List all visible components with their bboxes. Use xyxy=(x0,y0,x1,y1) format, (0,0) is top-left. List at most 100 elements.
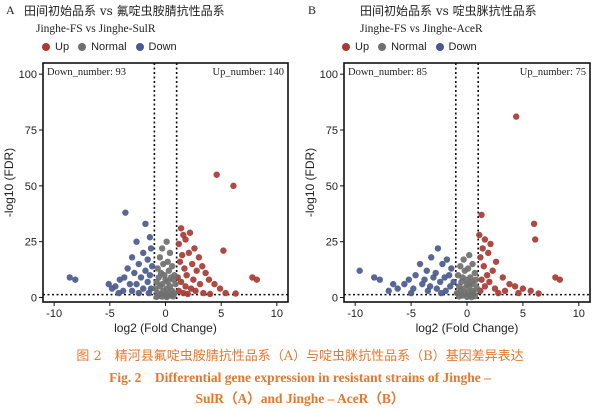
up-number-label: Up_number: 75 xyxy=(520,67,586,78)
point-up xyxy=(492,258,500,265)
point-normal xyxy=(160,260,167,268)
legend-label-down: Down xyxy=(148,41,177,53)
point-up xyxy=(253,276,261,283)
point-up xyxy=(206,290,214,298)
point-down xyxy=(144,278,151,286)
point-down xyxy=(401,280,408,288)
x-tick-label: -5 xyxy=(105,308,115,320)
point-up xyxy=(230,182,237,190)
panel-label-a: A xyxy=(6,3,15,17)
x-tick-label: 10 xyxy=(271,308,283,320)
legend-item-normal: Normal xyxy=(78,41,127,53)
point-down xyxy=(450,278,457,286)
legend-dot-down xyxy=(135,43,144,51)
point-down xyxy=(412,271,419,279)
point-down xyxy=(133,238,140,245)
point-normal xyxy=(170,293,177,300)
x-axis-label: log2 (Fold Change) xyxy=(114,321,217,335)
point-down xyxy=(438,289,445,297)
point-normal xyxy=(156,254,164,261)
point-normal xyxy=(468,293,475,301)
y-tick-label: 50 xyxy=(25,181,37,193)
volcano-panel-a: A 田间初始品系 vs 氟啶虫胺腈抗性品系 Jinghe-FS vs Jingh… xyxy=(0,0,300,340)
down-number-label: Down_number: 85 xyxy=(348,67,427,78)
point-normal xyxy=(457,263,464,270)
point-up xyxy=(485,249,492,257)
volcano-panel-b: B 田间初始品系 vs 啶虫脒抗性品系 Jinghe-FS vs Jinghe-… xyxy=(300,0,600,340)
legend-label-normal: Normal xyxy=(391,41,427,53)
point-down xyxy=(105,280,112,288)
legend-a: Up Normal Down xyxy=(42,41,186,53)
point-down xyxy=(140,285,147,292)
point-down xyxy=(385,287,392,295)
panel-label-b: B xyxy=(308,3,317,17)
point-down xyxy=(376,276,383,283)
chart-title-b: 田间初始品系 vs 啶虫脒抗性品系 xyxy=(360,4,537,18)
legend-item-down: Down xyxy=(135,41,177,53)
point-up xyxy=(199,263,206,270)
chart-subtitle-b: Jinghe-FS vs Jinghe-AceR xyxy=(360,23,483,35)
point-normal xyxy=(466,283,473,290)
point-up xyxy=(181,265,188,272)
point-up xyxy=(480,263,487,270)
series-up xyxy=(174,171,261,298)
y-axis-label: -log10 (FDR) xyxy=(2,148,16,217)
point-up xyxy=(513,113,520,120)
point-normal xyxy=(163,293,170,301)
point-up xyxy=(182,283,189,290)
point-normal xyxy=(166,249,174,257)
y-tick-label: 100 xyxy=(320,69,338,81)
y-tick-label: 25 xyxy=(326,237,338,249)
point-up xyxy=(216,285,224,292)
legend-item-down: Down xyxy=(435,41,477,53)
point-down xyxy=(122,209,129,216)
point-up xyxy=(556,276,564,283)
point-up xyxy=(190,276,197,283)
point-down xyxy=(423,267,430,274)
y-tick-label: 75 xyxy=(326,125,338,137)
point-up xyxy=(176,258,184,265)
point-down xyxy=(108,285,116,292)
point-up xyxy=(495,289,502,297)
y-tick-label: 0 xyxy=(31,293,37,305)
point-up xyxy=(195,254,203,261)
point-normal xyxy=(165,267,173,274)
point-up xyxy=(191,245,198,252)
point-down xyxy=(447,283,454,290)
x-tick-label: 0 xyxy=(464,308,470,320)
x-tick-label: -5 xyxy=(406,308,416,320)
point-down xyxy=(441,274,448,281)
legend-dot-up xyxy=(42,43,50,51)
legend-label-up: Up xyxy=(55,41,70,53)
point-up xyxy=(486,278,493,286)
series-normal xyxy=(152,238,179,301)
point-up xyxy=(185,249,193,257)
point-up xyxy=(189,260,196,268)
point-up xyxy=(213,171,220,178)
x-tick-label: 0 xyxy=(162,308,168,320)
point-down xyxy=(436,278,444,286)
point-down xyxy=(443,256,451,263)
point-up xyxy=(481,283,489,290)
point-up xyxy=(196,280,204,288)
point-down xyxy=(146,271,154,279)
chart-subtitle-a: Jinghe-FS vs Jinghe-SulR xyxy=(36,23,156,35)
legend-item-up: Up xyxy=(42,41,69,53)
point-down xyxy=(439,260,446,268)
point-down xyxy=(133,280,140,288)
legend-dot-normal xyxy=(78,43,87,51)
point-up xyxy=(184,290,191,298)
point-down xyxy=(144,256,151,263)
point-down xyxy=(131,269,138,277)
y-tick-label: 25 xyxy=(25,237,37,249)
point-up xyxy=(182,236,189,243)
point-up xyxy=(506,280,513,288)
point-normal xyxy=(455,293,463,300)
up-number-label: Up_number: 140 xyxy=(213,67,284,78)
point-down xyxy=(433,285,441,292)
x-tick-label: 5 xyxy=(218,308,224,320)
legend-dot-normal xyxy=(378,43,387,51)
point-down xyxy=(428,254,435,261)
